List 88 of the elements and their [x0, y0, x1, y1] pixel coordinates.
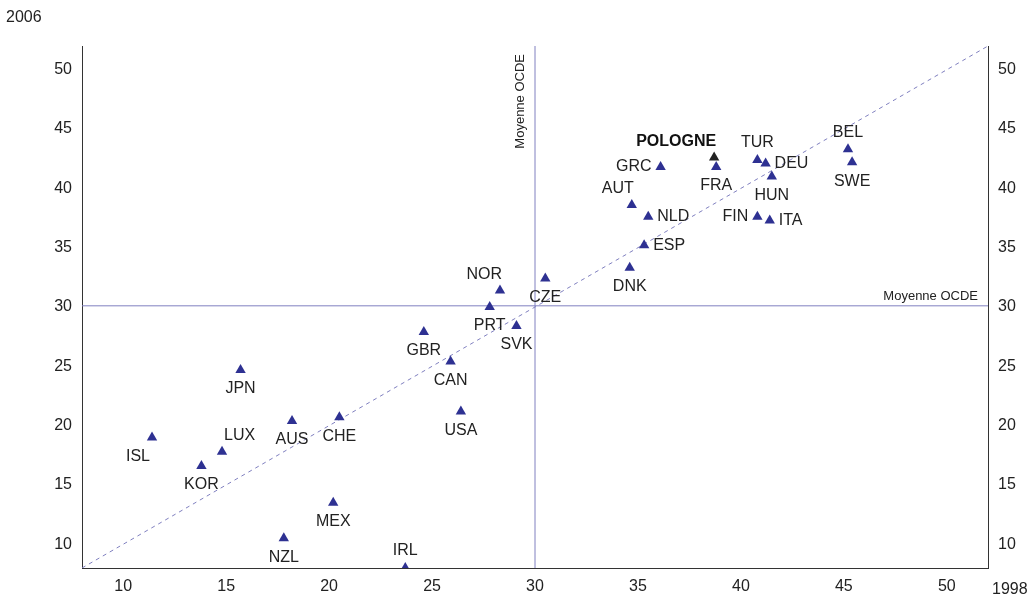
data-label: HUN [754, 185, 790, 203]
point [146, 431, 158, 441]
data-label: GBR [406, 341, 442, 359]
data-label: KOR [184, 475, 219, 493]
data-label: CHE [322, 426, 357, 444]
point [334, 411, 345, 421]
y2-tick-label: 25 [998, 356, 1016, 374]
x-tick-label: 15 [217, 577, 236, 595]
data-label: AUT [601, 179, 634, 197]
ref-line-label: Moyenne OCDE [512, 53, 528, 149]
data-label: CAN [433, 370, 468, 388]
x-tick-label: 35 [629, 577, 647, 595]
y-tick-label: 15 [54, 475, 73, 493]
y2-tick-label: 30 [998, 297, 1016, 315]
y-tick-label: 20 [54, 416, 73, 434]
point [484, 301, 495, 310]
data-label: ESP [653, 235, 686, 253]
x-tick-label: 10 [114, 577, 133, 595]
data-label: ITA [778, 210, 803, 228]
point [278, 532, 289, 542]
x-tick-label: 50 [937, 577, 956, 595]
point [196, 459, 207, 469]
data-label: FRA [700, 176, 733, 194]
point [638, 239, 650, 249]
y-tick-label: 25 [54, 356, 73, 374]
y2-tick-label: 45 [998, 119, 1016, 137]
point [445, 355, 456, 365]
data-label: PRT [473, 316, 506, 334]
point [846, 156, 858, 166]
data-label: DNK [612, 277, 647, 295]
point [766, 170, 777, 180]
data-label: SVK [500, 335, 533, 353]
data-label: NZL [268, 547, 299, 565]
y-axis-title: 2006 [6, 8, 42, 26]
y-tick-label: 40 [54, 178, 73, 196]
point [626, 198, 637, 208]
point [540, 272, 551, 282]
ref-line-label: Moyenne OCDE [883, 287, 979, 303]
data-label: FIN [722, 207, 749, 225]
y2-tick-label: 50 [998, 60, 1016, 78]
data-label: LUX [224, 426, 256, 444]
x-tick-label: 30 [526, 577, 544, 595]
point [511, 319, 522, 329]
y2-tick-label: 10 [998, 534, 1016, 552]
data-label: GRC [616, 157, 652, 175]
x-axis-title: 1998 [992, 580, 1028, 598]
x-tick-label: 45 [834, 577, 853, 595]
y2-tick-label: 20 [998, 416, 1016, 434]
x-tick-label: 20 [320, 577, 339, 595]
point [494, 284, 506, 294]
data-label: NOR [466, 264, 502, 282]
point [418, 325, 430, 335]
data-label: BEL [832, 122, 864, 140]
data-label: JPN [225, 379, 256, 397]
y-tick-label: 10 [54, 534, 73, 552]
data-label: POLOGNE [636, 131, 717, 149]
y2-tick-label: 35 [998, 238, 1016, 256]
point [842, 143, 854, 153]
point [286, 414, 298, 424]
data-label: SWE [833, 171, 871, 189]
point [655, 161, 666, 171]
data-label: CZE [529, 287, 562, 305]
data-label: NLD [657, 207, 690, 225]
y2-tick-label: 15 [998, 475, 1016, 493]
point [711, 161, 722, 171]
point [708, 151, 720, 161]
point [328, 496, 339, 506]
y2-tick-label: 40 [998, 178, 1016, 196]
point [752, 210, 763, 220]
y-tick-label: 35 [54, 238, 73, 256]
point [216, 445, 228, 455]
point [643, 210, 654, 220]
data-label: DEU [774, 153, 809, 171]
y-tick-label: 45 [54, 119, 73, 137]
y-tick-label: 50 [54, 60, 73, 78]
data-label: AUS [275, 430, 309, 448]
data-label: ISL [125, 446, 151, 464]
point [752, 153, 763, 163]
point [235, 363, 246, 373]
data-label: USA [444, 420, 478, 438]
x-tick-label: 40 [732, 577, 750, 595]
x-tick-label: 25 [423, 577, 442, 595]
point [624, 261, 635, 271]
data-label: TUR [740, 133, 774, 151]
data-label: MEX [315, 512, 351, 530]
y-tick-label: 30 [54, 297, 73, 315]
point [455, 405, 467, 415]
data-label: IRL [392, 541, 418, 559]
